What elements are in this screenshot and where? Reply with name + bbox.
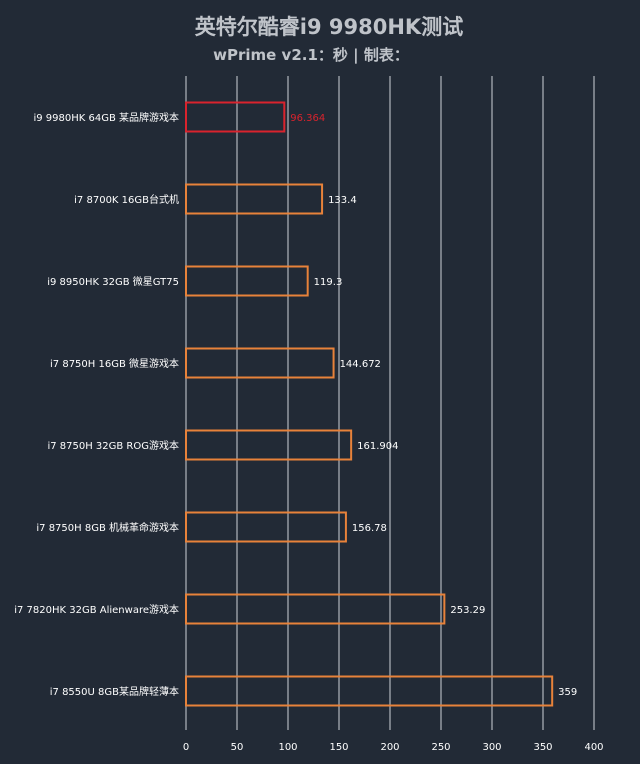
category-label: i7 8550U 8GB某品牌轻薄本 — [50, 685, 179, 698]
bar — [185, 593, 446, 625]
data-label: 156.78 — [352, 523, 387, 534]
category-label: i7 8700K 16GB台式机 — [74, 193, 179, 206]
data-label: 253.29 — [450, 605, 485, 616]
category-label: i9 8950HK 32GB 微星GT75 — [47, 275, 179, 288]
x-tick-label: 200 — [380, 742, 399, 753]
bar — [185, 511, 347, 543]
category-label: i7 7820HK 32GB Alienware游戏本 — [14, 603, 179, 616]
bar — [185, 347, 335, 379]
bar — [185, 101, 286, 133]
category-label: i7 8750H 32GB ROG游戏本 — [47, 439, 179, 452]
bar-series: i9 9980HK 64GB 某品牌游戏本 96.364 i7 8700K 16GB… — [14, 101, 577, 707]
bar — [185, 183, 324, 215]
bar — [185, 675, 554, 707]
x-tick-label: 250 — [431, 742, 450, 753]
data-label: 161.904 — [357, 441, 398, 452]
x-axis-ticks: 0 50 100 150 200 250 300 350 400 — [183, 742, 604, 753]
category-label: i9 9980HK 64GB 某品牌游戏本 — [33, 111, 179, 124]
category-label: i7 8750H 8GB 机械革命游戏本 — [36, 521, 179, 534]
data-label: 96.364 — [290, 113, 325, 124]
category-label: i7 8750H 16GB 微星游戏本 — [50, 357, 179, 370]
bar — [185, 265, 309, 297]
chart-title: 英特尔酷睿i9 9980HK测试 — [195, 15, 463, 39]
x-tick-label: 100 — [278, 742, 297, 753]
x-tick-label: 0 — [183, 742, 189, 753]
data-label: 144.672 — [340, 359, 381, 370]
x-tick-label: 350 — [533, 742, 552, 753]
data-label: 119.3 — [314, 277, 343, 288]
x-tick-label: 300 — [482, 742, 501, 753]
data-label: 359 — [558, 687, 577, 698]
gridlines — [185, 76, 595, 730]
chart-subtitle: wPrime v2.1：秒 | 制表： — [213, 46, 409, 65]
x-tick-label: 150 — [329, 742, 348, 753]
x-tick-label: 400 — [584, 742, 603, 753]
data-label: 133.4 — [328, 195, 357, 206]
bar — [185, 429, 353, 461]
x-tick-label: 50 — [231, 742, 244, 753]
